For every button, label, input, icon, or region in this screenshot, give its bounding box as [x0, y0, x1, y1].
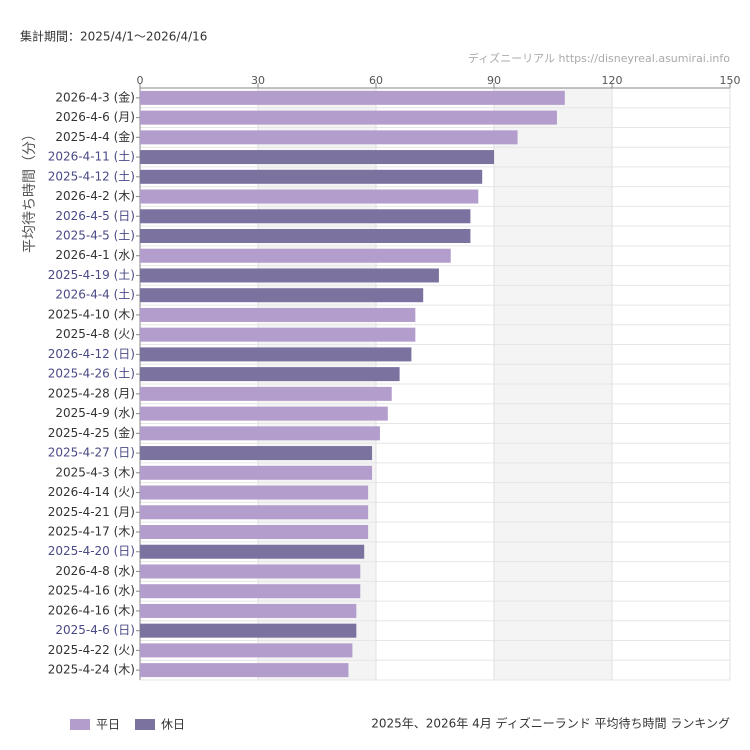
- bar: [140, 564, 361, 579]
- y-tick-label: 2026-4-16 (木): [48, 603, 135, 617]
- bar: [140, 386, 392, 401]
- y-tick-label: 2026-4-6 (月): [55, 110, 135, 124]
- bar: [140, 544, 365, 559]
- bar: [140, 446, 373, 461]
- y-tick-label: 2025-4-25 (金): [48, 425, 135, 440]
- bar: [140, 347, 412, 362]
- bar: [140, 663, 349, 678]
- bar: [140, 169, 483, 184]
- chart-title: 2025年、2026年 4月 ディズニーランド 平均待ち時間 ランキング: [371, 716, 730, 731]
- y-tick-label: 2026-4-2 (木): [55, 189, 135, 203]
- bar: [140, 327, 416, 342]
- y-tick-label: 2025-4-12 (土): [48, 169, 135, 183]
- y-tick-label: 2025-4-9 (水): [55, 406, 135, 420]
- bar: [140, 307, 416, 322]
- y-tick-label: 2026-4-12 (日): [48, 347, 135, 361]
- bar: [140, 189, 479, 204]
- y-tick-label: 2026-4-11 (土): [48, 150, 135, 164]
- bar: [140, 406, 388, 421]
- bar: [140, 110, 557, 125]
- bar: [140, 229, 471, 243]
- x-tick-label: 30: [251, 74, 265, 87]
- y-tick-label: 2025-4-6 (日): [55, 623, 135, 637]
- y-tick-label: 2025-4-28 (月): [48, 386, 135, 400]
- source: ディズニーリアル https://disneyreal.asumirai.inf…: [468, 51, 730, 65]
- bar: [140, 90, 565, 105]
- y-tick-label: 2025-4-27 (日): [48, 446, 135, 460]
- bar: [140, 209, 471, 224]
- y-tick-label: 2025-4-22 (火): [48, 643, 135, 657]
- x-tick-label: 150: [720, 74, 741, 87]
- bar: [140, 367, 400, 382]
- bar: [140, 288, 424, 303]
- y-tick-label: 2026-4-3 (金): [55, 89, 135, 104]
- y-tick-label: 2025-4-24 (木): [48, 663, 135, 677]
- bar: [140, 525, 369, 539]
- x-tick-label: 60: [369, 74, 383, 87]
- legend-swatch: [135, 719, 155, 730]
- y-tick-label: 2025-4-20 (日): [48, 544, 135, 558]
- y-tick-label: 2025-4-17 (木): [48, 525, 135, 539]
- y-tick-label: 2025-4-4 (金): [55, 129, 135, 144]
- bar: [140, 584, 361, 599]
- y-tick-label: 2026-4-5 (日): [55, 209, 135, 223]
- bar: [140, 130, 518, 145]
- bar: [140, 426, 380, 441]
- bar: [140, 603, 357, 618]
- bar: [140, 505, 369, 520]
- x-tick-label: 0: [137, 74, 144, 87]
- legend-label: 平日: [96, 718, 120, 732]
- y-tick-label: 2025-4-10 (木): [48, 307, 135, 321]
- bar: [140, 465, 373, 480]
- y-tick-label: 2025-4-3 (木): [55, 465, 135, 479]
- bar: [140, 623, 357, 638]
- legend-label: 休日: [161, 718, 185, 732]
- y-tick-label: 2026-4-4 (土): [55, 288, 135, 302]
- bar: [140, 643, 353, 658]
- y-tick-label: 2026-4-14 (火): [48, 485, 135, 499]
- y-tick-label: 2025-4-5 (土): [55, 229, 135, 243]
- y-tick-label: 2025-4-16 (水): [48, 584, 135, 598]
- y-axis-label: 平均待ち時間（分）: [22, 127, 38, 253]
- y-tick-label: 2025-4-26 (土): [48, 367, 135, 381]
- subtitle: 集計期間：2025/4/1～2026/4/16: [20, 29, 207, 44]
- bar: [140, 248, 451, 263]
- bar: [140, 268, 439, 283]
- x-tick-label: 90: [487, 74, 501, 87]
- bar: [140, 485, 369, 500]
- y-tick-label: 2025-4-8 (火): [55, 327, 135, 341]
- y-tick-label: 2025-4-19 (土): [48, 268, 135, 282]
- y-tick-label: 2026-4-8 (水): [55, 564, 135, 578]
- x-tick-label: 120: [602, 74, 623, 87]
- y-tick-label: 2026-4-1 (水): [55, 248, 135, 262]
- y-tick-label: 2025-4-21 (月): [48, 505, 135, 519]
- legend-swatch: [70, 719, 90, 730]
- bar: [140, 150, 494, 165]
